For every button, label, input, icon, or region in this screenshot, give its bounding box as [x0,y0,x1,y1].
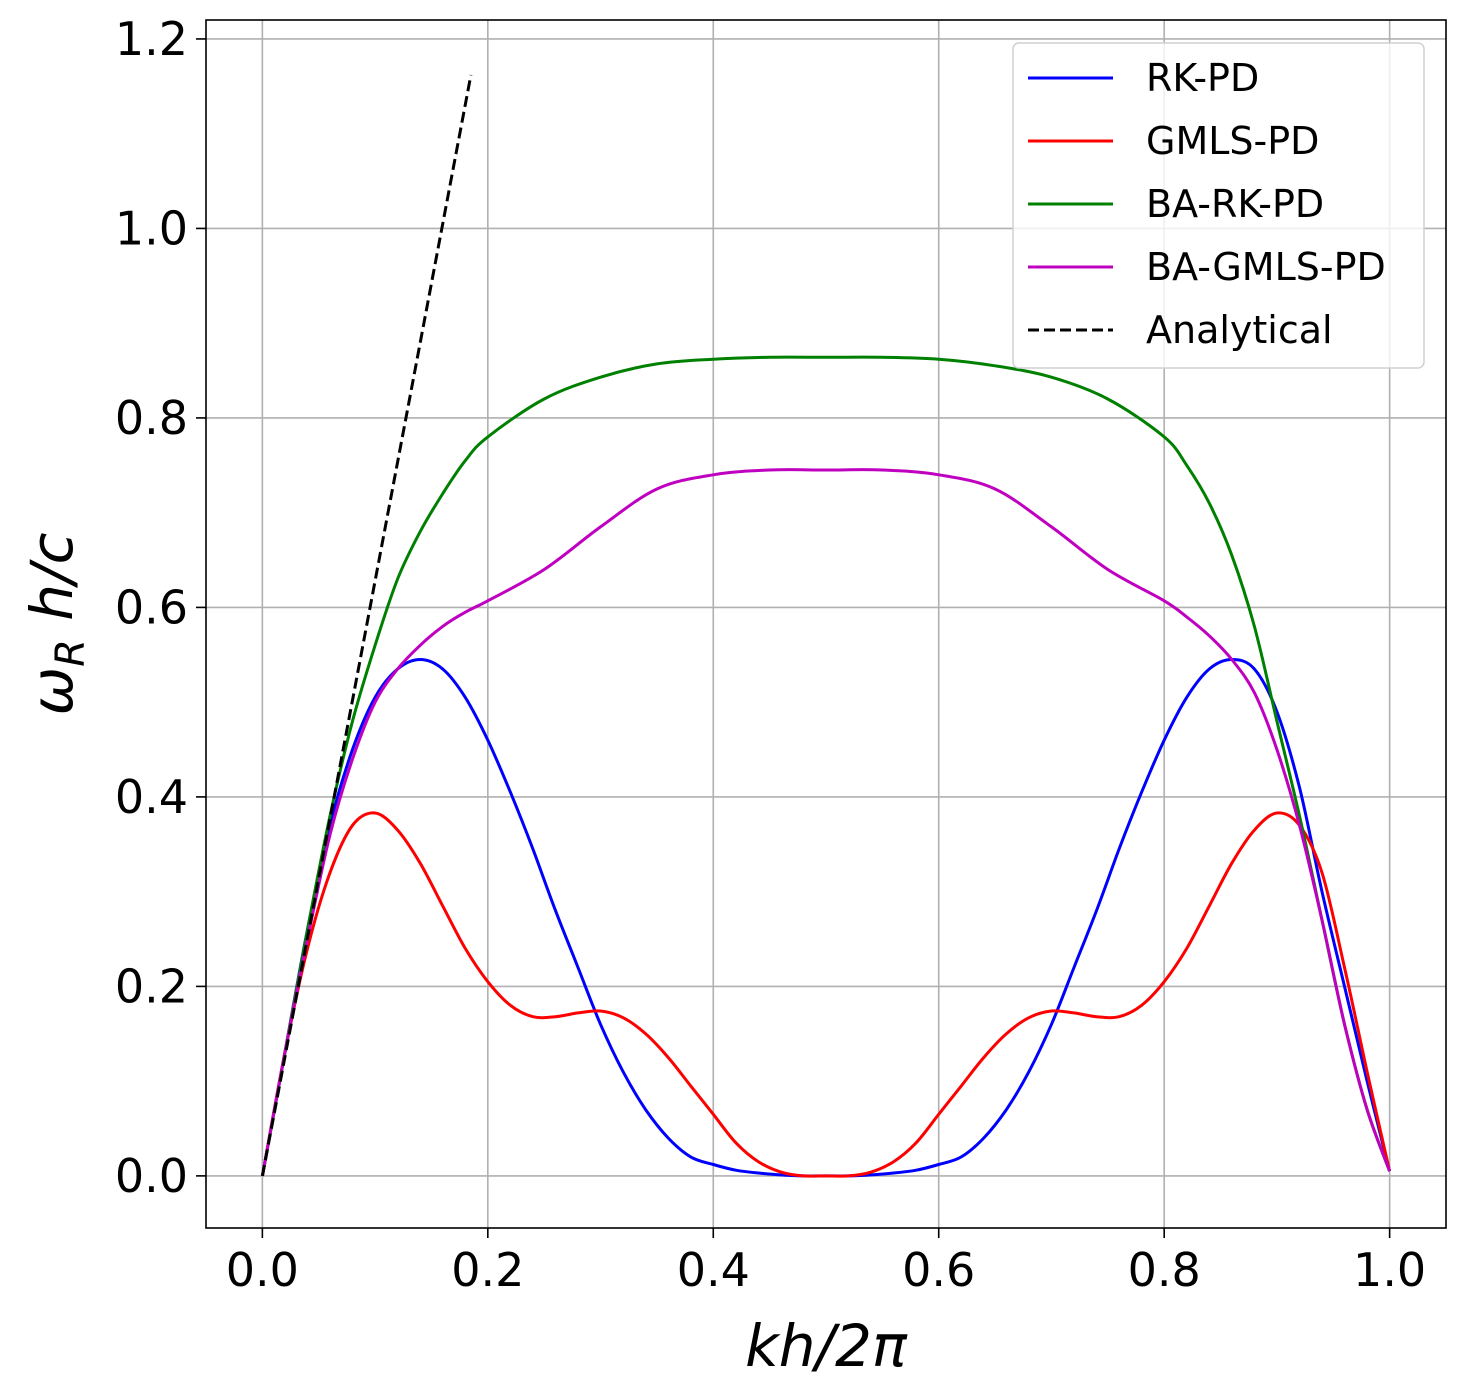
series-line-gmls-pd [260,811,1392,1178]
x-tick-label: 0.0 [226,1243,299,1297]
legend-box [1012,42,1425,369]
grid [206,20,1446,1228]
x-tick-label: 0.2 [451,1243,524,1297]
y-tick-label: 0.6 [115,580,188,634]
series-layer [260,74,1392,1178]
x-axis-label: kh/2π [745,1312,908,1380]
series-line-ba-rk-pd [260,355,1392,1177]
y-tick-label: 0.2 [115,959,188,1013]
y-tick-label: 1.2 [115,12,188,66]
x-tick-label: 1.0 [1353,1243,1426,1297]
y-tick-label: 0.8 [115,391,188,445]
y-tick-label: 0.0 [115,1149,188,1203]
legend-label: BA-RK-PD [1146,182,1324,226]
y-tick-label: 1.0 [115,201,188,255]
y-tick-label: 0.4 [115,770,188,824]
series-line-ba-gmls-pd [260,468,1392,1177]
ticks: 0.0 0.2 0.4 0.6 0.8 1.0 0.0 0.2 0.4 0.6 0.8 1.0 1.2 [115,12,1426,1297]
x-tick-label: 0.8 [1128,1243,1201,1297]
legend-label: RK-PD [1146,56,1259,100]
axes-frame [205,19,1447,1229]
legend-label: GMLS-PD [1146,119,1319,163]
legend: RK-PD GMLS-PD BA-RK-PD BA-GMLS-PD Analytical [1012,42,1425,369]
legend-label: BA-GMLS-PD [1146,245,1386,289]
series-line-analytical [260,74,473,1177]
x-tick-label: 0.4 [677,1243,750,1297]
y-axis-label: ωR h/c [18,532,94,715]
legend-label: Analytical [1146,308,1333,352]
x-tick-label: 0.6 [902,1243,975,1297]
